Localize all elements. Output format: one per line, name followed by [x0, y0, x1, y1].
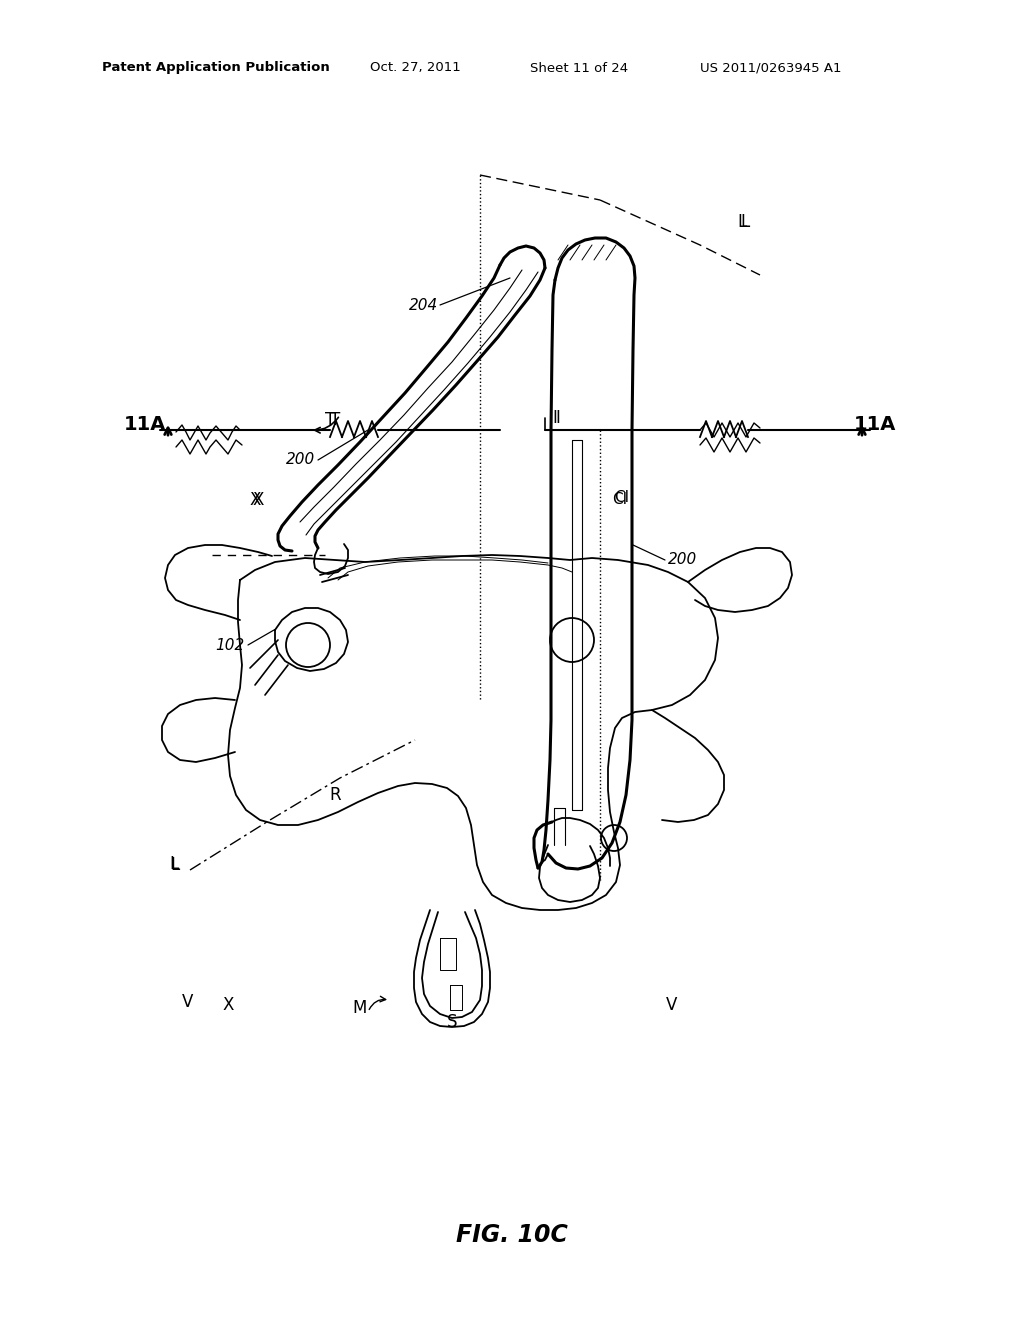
Text: Patent Application Publication: Patent Application Publication: [102, 62, 330, 74]
Text: T: T: [330, 411, 340, 429]
Text: I: I: [555, 409, 560, 426]
Text: CI: CI: [614, 491, 629, 506]
Text: I: I: [553, 409, 557, 426]
Text: L: L: [170, 855, 179, 874]
Text: V: V: [667, 997, 678, 1014]
Text: X: X: [252, 491, 264, 510]
Text: L: L: [740, 213, 750, 231]
Text: 200: 200: [668, 553, 697, 568]
Text: Sheet 11 of 24: Sheet 11 of 24: [530, 62, 628, 74]
Text: FIG. 10C: FIG. 10C: [456, 1224, 568, 1247]
Text: 11A: 11A: [854, 416, 896, 434]
Text: Oct. 27, 2011: Oct. 27, 2011: [370, 62, 461, 74]
Text: 11A: 11A: [124, 416, 166, 434]
Text: US 2011/0263945 A1: US 2011/0263945 A1: [700, 62, 842, 74]
Text: CI: CI: [612, 492, 627, 507]
Text: M: M: [353, 999, 368, 1016]
Text: L: L: [169, 855, 178, 873]
Text: S: S: [446, 1012, 458, 1031]
Text: X: X: [222, 997, 233, 1014]
Text: 200: 200: [286, 453, 315, 467]
Text: V: V: [182, 993, 194, 1011]
Text: R: R: [329, 785, 341, 804]
Text: T: T: [325, 411, 335, 429]
Text: 102: 102: [216, 638, 245, 652]
Text: X: X: [249, 491, 261, 510]
Text: L: L: [737, 213, 746, 231]
Text: 204: 204: [409, 297, 438, 313]
